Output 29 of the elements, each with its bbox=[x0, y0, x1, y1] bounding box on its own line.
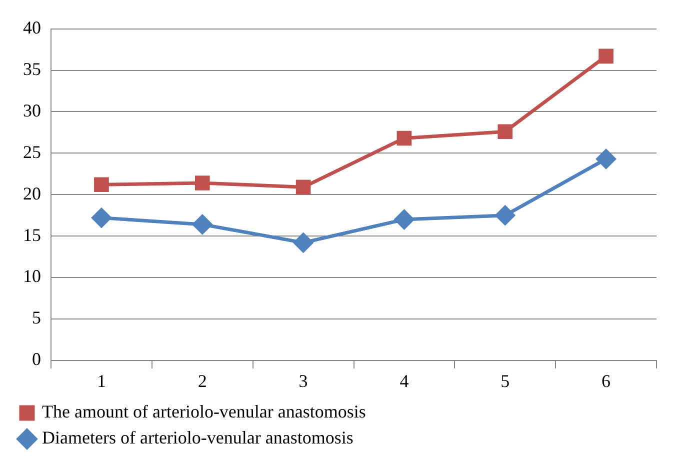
point bbox=[294, 232, 314, 252]
point bbox=[192, 214, 212, 234]
point bbox=[396, 130, 412, 146]
y-tick-label: 20 bbox=[23, 183, 41, 204]
y-tick-label: 25 bbox=[23, 142, 41, 162]
point bbox=[194, 176, 210, 190]
x-tick-label: 3 bbox=[298, 370, 308, 391]
point bbox=[394, 210, 414, 230]
x-tick-label: 4 bbox=[400, 370, 409, 391]
x-tick-label: 5 bbox=[500, 370, 510, 391]
x-tick-label: 2 bbox=[198, 370, 207, 391]
y-tick-label: 0 bbox=[32, 349, 41, 370]
y-tick-label: 30 bbox=[23, 100, 41, 120]
point bbox=[94, 177, 109, 192]
point bbox=[296, 180, 311, 195]
point bbox=[596, 149, 616, 169]
y-tick-label: 10 bbox=[23, 266, 41, 286]
x-tick-label: 6 bbox=[602, 370, 611, 391]
legend-label: Diameters of arteriolo-venular anastomosis bbox=[42, 428, 354, 448]
point bbox=[495, 206, 515, 226]
legend-label: The amount of arteriolo-venular anastomosis bbox=[42, 402, 366, 422]
point bbox=[92, 208, 112, 228]
x-tick-label: 1 bbox=[96, 370, 106, 391]
point bbox=[498, 124, 513, 140]
y-tick-label: 40 bbox=[23, 18, 41, 38]
point bbox=[598, 48, 614, 64]
y-tick-label: 35 bbox=[23, 58, 41, 79]
y-tick-label: 15 bbox=[23, 224, 41, 245]
y-tick-label: 5 bbox=[32, 308, 41, 328]
